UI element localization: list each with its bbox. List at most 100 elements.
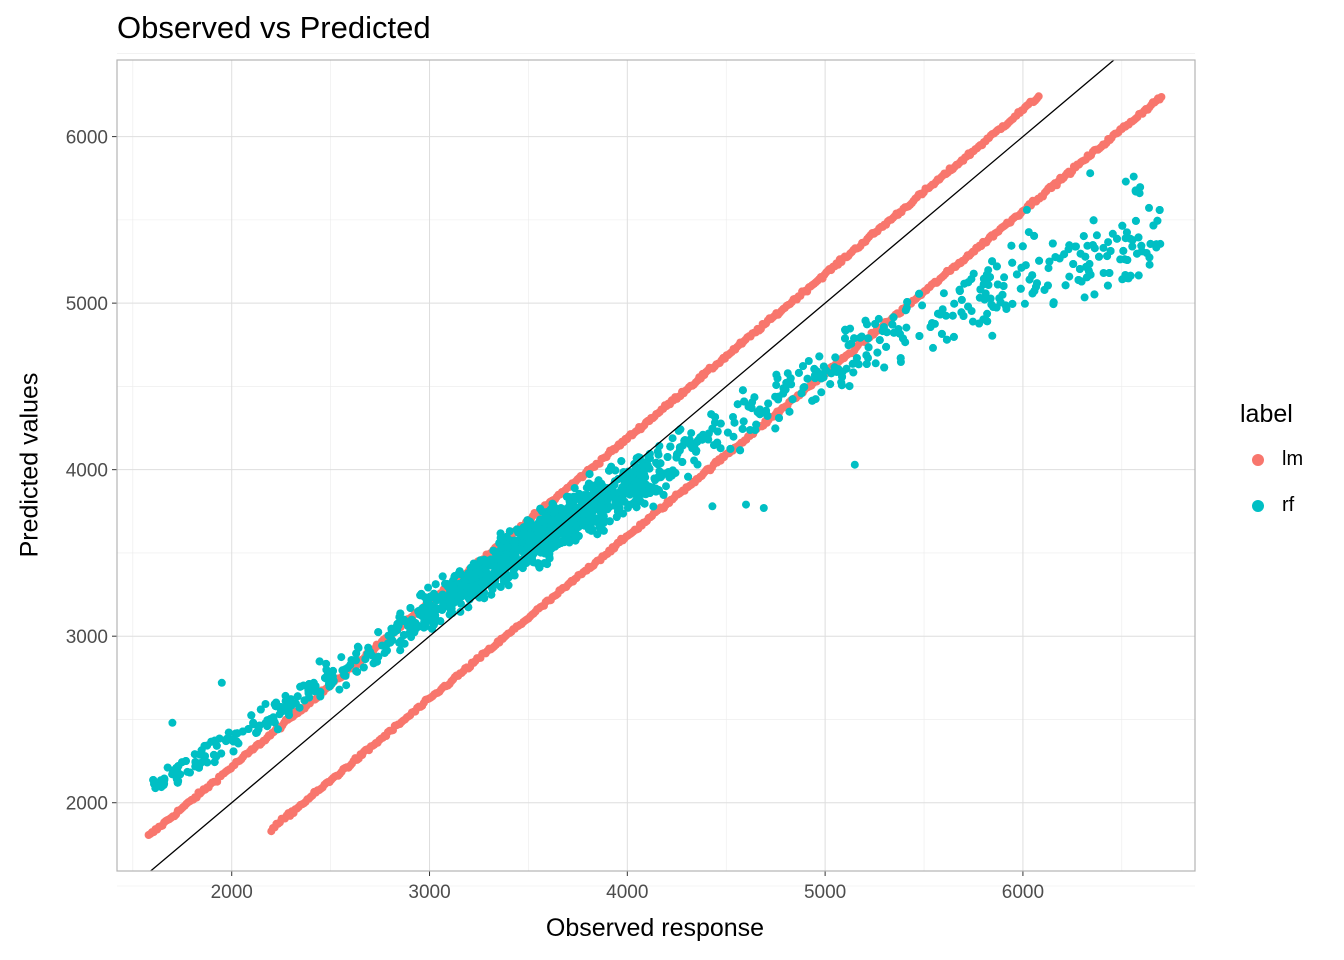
data-point-rf (374, 628, 383, 637)
data-point-rf (939, 289, 948, 298)
data-point-rf (942, 335, 951, 344)
data-point-rf (1016, 284, 1025, 293)
data-point-rf (775, 414, 783, 422)
data-point-rf (275, 710, 284, 719)
data-point-rf-outlier (1022, 205, 1031, 214)
data-point-rf (747, 404, 756, 413)
data-point-rf (711, 418, 719, 427)
data-point-rf (1134, 271, 1143, 280)
data-point-rf (779, 389, 788, 398)
data-point-rf (873, 348, 882, 357)
data-point-rf (764, 399, 773, 408)
data-point-rf (456, 607, 465, 616)
data-point-rf (361, 655, 370, 664)
data-point-rf (988, 331, 997, 340)
data-point-rf (723, 428, 732, 437)
data-point-rf (328, 672, 337, 681)
data-point-rf (540, 549, 549, 558)
data-point-rf (581, 496, 590, 505)
data-point-rf (632, 489, 641, 498)
data-point-rf (364, 643, 373, 652)
x-tick-label: 3000 (408, 882, 450, 903)
data-point-rf (1099, 269, 1108, 277)
data-point-rf (1103, 252, 1112, 261)
data-point-rf-outlier (217, 678, 226, 687)
data-point-rf (896, 354, 905, 363)
data-point-rf (185, 768, 194, 777)
data-point-rf (612, 513, 621, 521)
data-point-rf (773, 374, 782, 383)
data-point-rf (815, 352, 824, 361)
data-point-rf (1000, 273, 1009, 282)
data-point-rf (396, 646, 405, 655)
data-point-rf (871, 320, 880, 328)
y-tick-label: 6000 (66, 128, 108, 149)
data-point-rf (880, 363, 889, 372)
data-point-rf (1007, 241, 1016, 250)
data-point-rf (1092, 231, 1101, 240)
x-tick-label: 4000 (606, 882, 648, 903)
data-point-rf (553, 520, 562, 529)
legend-title: label (1240, 400, 1293, 428)
data-point-rf (197, 746, 206, 755)
data-point-rf (772, 381, 781, 390)
data-point-rf (810, 364, 819, 373)
data-point-rf (787, 380, 796, 389)
data-point-rf (736, 446, 745, 455)
data-point-rf (1134, 233, 1143, 242)
data-point-rf (304, 689, 313, 698)
data-point-rf (195, 760, 204, 769)
data-point-rf (212, 752, 221, 761)
data-point-rf (1061, 281, 1070, 290)
data-point-rf (918, 301, 927, 310)
data-point-rf (1145, 260, 1154, 269)
data-point-rf (1028, 289, 1037, 298)
data-point-rf (959, 312, 968, 320)
data-point-rf (826, 380, 835, 389)
data-point-rf (1155, 206, 1164, 214)
data-point-rf (544, 541, 553, 550)
data-point-rf (726, 444, 735, 453)
data-point-rf (151, 784, 160, 793)
data-point-rf (707, 410, 716, 419)
x-tick-label: 5000 (804, 882, 846, 903)
data-point-rf (170, 767, 179, 776)
data-point-rf (454, 569, 463, 578)
data-point-rf (421, 619, 430, 627)
x-axis-label: Observed response (545, 914, 765, 942)
data-point-rf (1153, 216, 1162, 225)
data-point-rf (901, 306, 910, 315)
points-layer (144, 92, 1166, 839)
data-point-rf (673, 450, 682, 458)
data-point-rf (903, 298, 912, 306)
data-point-rf (750, 393, 759, 402)
data-point-rf (463, 592, 471, 601)
data-point-rf (585, 511, 594, 519)
data-point-rf (1017, 263, 1026, 272)
data-point-rf (351, 656, 360, 665)
data-point-rf (848, 359, 857, 368)
data-point-rf (808, 396, 817, 405)
data-point-rf (619, 486, 628, 495)
data-point-rf (256, 705, 265, 714)
data-point-rf (632, 503, 641, 512)
data-point-rf (817, 370, 826, 379)
data-point-rf (406, 604, 415, 612)
data-point-rf (554, 530, 563, 539)
data-point-rf (433, 604, 442, 613)
data-point-rf (617, 457, 626, 466)
data-point-rf (644, 452, 653, 461)
data-point-rf (1008, 258, 1017, 267)
data-point-rf (797, 389, 806, 398)
data-point-rf (322, 659, 331, 668)
data-point-rf (1065, 272, 1074, 281)
data-point-rf (1099, 243, 1108, 252)
data-point-rf (389, 626, 398, 635)
data-point-rf (774, 395, 783, 404)
data-point-rf (215, 734, 224, 743)
data-point-rf (668, 434, 677, 443)
data-point-rf (426, 601, 435, 610)
data-point-rf (1120, 255, 1129, 264)
data-point-rf (549, 500, 558, 509)
